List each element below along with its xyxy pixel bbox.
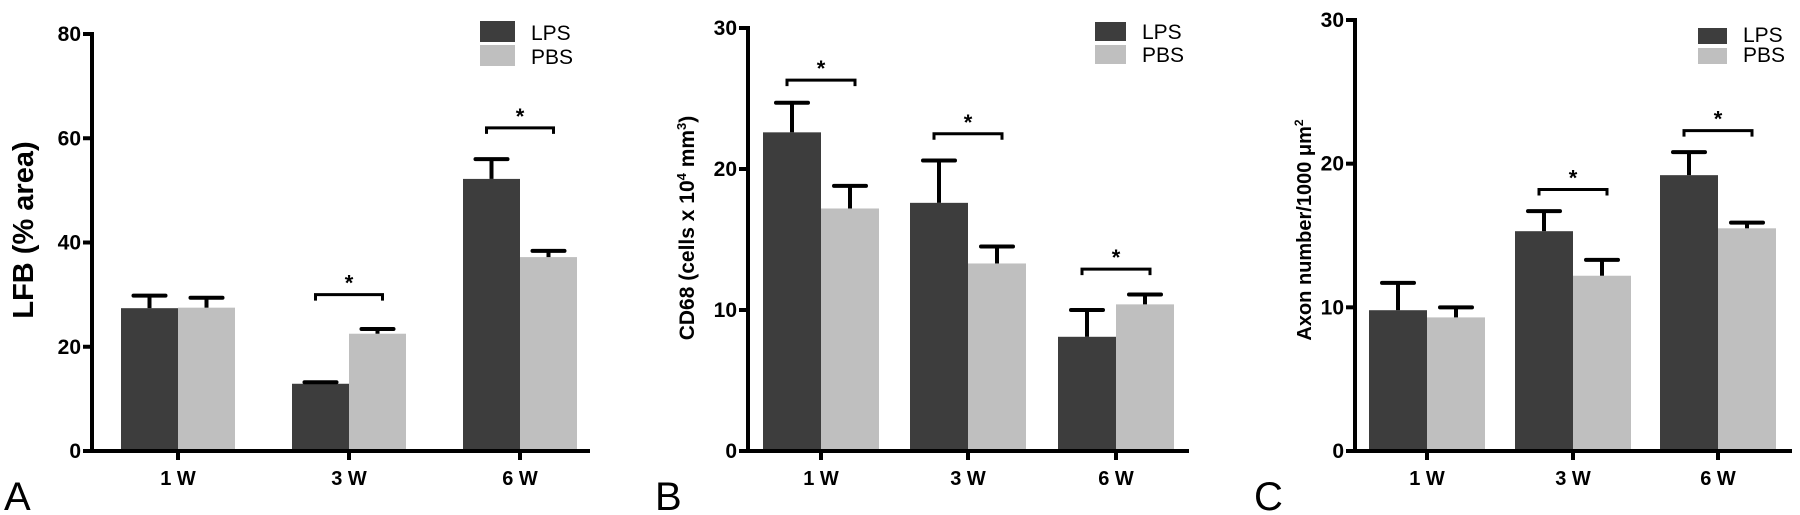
y-tick-label: 0 (725, 440, 737, 463)
bar-pbs-6w (520, 257, 577, 451)
y-axis-label-part: mm (676, 130, 699, 173)
significance-bracket (932, 132, 1004, 140)
y-axis-label-superscript: 2 (1292, 119, 1306, 126)
significance-star: * (1569, 166, 1578, 191)
bar-pbs-1w (178, 307, 235, 451)
significance-bracket (314, 293, 384, 301)
significance-bracket (485, 126, 555, 134)
y-tick-label: 20 (1321, 153, 1344, 176)
panel-letter: A (4, 475, 31, 515)
significance-star: * (964, 110, 973, 135)
panel-c: 0 10 20 30 1 W 3 W 6 W * * Axon number/1000 μm2 LP… (1254, 9, 1792, 515)
bar-pbs-3w (1573, 275, 1631, 451)
significance-bracket (1537, 188, 1609, 196)
y-tick-label: 10 (714, 299, 737, 322)
bar-lps-1w (763, 132, 821, 451)
y-axis-label-part: CD68 (cells x 10 (676, 180, 699, 340)
bar-lps-6w (1660, 175, 1718, 451)
significance-star: * (516, 104, 525, 129)
y-axis-label-part: ) (676, 116, 699, 123)
legend-swatch-pbs (1095, 45, 1126, 64)
y-axis-label: CD68 (cells x 104 mm3) (674, 116, 699, 341)
y-tick-label: 0 (1332, 440, 1344, 463)
x-tick-label: 1 W (803, 468, 839, 490)
significance-bracket (785, 78, 857, 87)
significance-bracket (1682, 129, 1754, 137)
bar-pbs-6w (1718, 228, 1776, 451)
y-tick-label: 0 (69, 440, 81, 463)
legend-swatch-lps (1698, 28, 1727, 44)
bar-pbs-3w (349, 333, 406, 451)
y-axis-label-part: LFB (% area) (8, 141, 40, 318)
x-tick-label: 3 W (950, 468, 986, 490)
y-axis-label-part: Axon number/1000 μm (1294, 126, 1316, 341)
y-tick-label: 80 (58, 23, 81, 46)
legend-label-pbs: PBS (531, 46, 573, 69)
bar-lps-3w (1515, 231, 1573, 451)
y-tick-label: 30 (714, 17, 737, 40)
legend-label-lps: LPS (1142, 21, 1182, 44)
significance-star: * (817, 56, 826, 81)
y-axis-label-superscript: 4 (674, 172, 689, 180)
bar-pbs-1w (821, 208, 879, 451)
y-tick-label: 10 (1321, 296, 1344, 319)
bar-lps-6w (1058, 336, 1116, 451)
x-tick-label: 3 W (331, 468, 367, 490)
legend-label-pbs: PBS (1743, 44, 1785, 67)
panel-letter: C (1254, 475, 1283, 515)
significance-star: * (1112, 245, 1121, 270)
panel-b: 0 10 20 30 1 W 3 W 6 W * * * CD68 (cells x 104 mm3… (655, 17, 1189, 515)
bar-lps-1w (1369, 310, 1427, 451)
bar-lps-3w (910, 202, 968, 451)
y-axis-label-superscript: 3 (674, 123, 689, 130)
y-axis-label: LFB (% area) (8, 141, 40, 318)
legend-swatch-pbs (1698, 48, 1727, 64)
y-tick-label: 40 (58, 232, 81, 255)
x-tick-label: 1 W (160, 468, 196, 490)
y-tick-label: 20 (714, 158, 737, 181)
x-tick-label: 1 W (1409, 468, 1445, 490)
bar-pbs-1w (1427, 317, 1485, 451)
panel-letter: B (655, 475, 682, 515)
bar-lps-6w (463, 178, 520, 451)
x-tick-label: 3 W (1555, 468, 1591, 490)
bar-pbs-3w (968, 263, 1026, 451)
y-tick-label: 60 (58, 127, 81, 150)
y-tick-label: 30 (1321, 9, 1344, 32)
bar-lps-3w (292, 383, 349, 451)
significance-bracket (1080, 267, 1152, 276)
x-tick-label: 6 W (502, 468, 538, 490)
legend-swatch-lps (1095, 22, 1126, 41)
significance-star: * (345, 271, 354, 296)
legend-label-lps: LPS (531, 22, 571, 45)
x-tick-label: 6 W (1700, 468, 1736, 490)
legend-swatch-pbs (480, 45, 515, 66)
bar-pbs-6w (1116, 304, 1174, 451)
bar-lps-1w (121, 308, 178, 451)
y-axis-label: Axon number/1000 μm2 (1292, 119, 1316, 341)
legend-swatch-lps (480, 21, 515, 42)
legend-label-pbs: PBS (1142, 44, 1184, 67)
y-tick-label: 20 (58, 336, 81, 359)
significance-star: * (1714, 107, 1723, 132)
legend-label-lps: LPS (1743, 24, 1783, 47)
x-tick-label: 6 W (1098, 468, 1134, 490)
